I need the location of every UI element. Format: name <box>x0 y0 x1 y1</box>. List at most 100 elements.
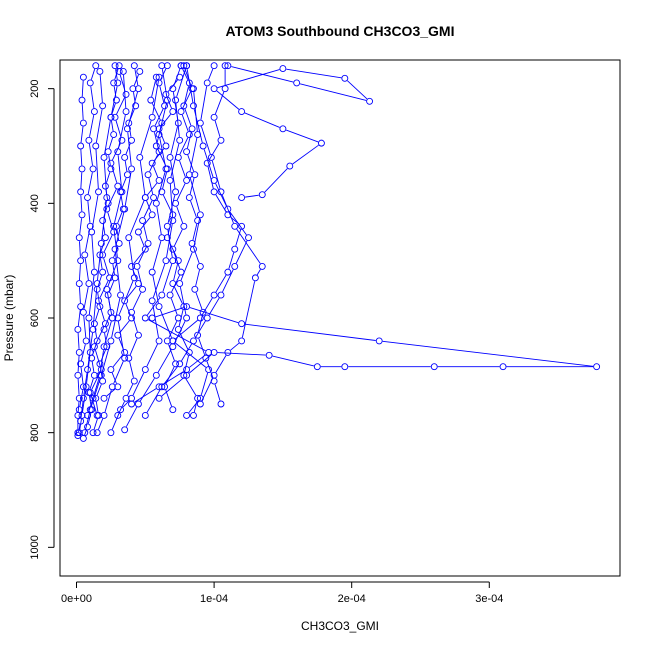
data-point <box>97 240 105 247</box>
profile-segment <box>133 92 136 103</box>
profile-segment <box>91 195 99 229</box>
data-point <box>75 394 83 402</box>
profile-segment <box>203 149 214 178</box>
data-point <box>155 337 163 345</box>
profile-segment <box>99 304 105 321</box>
data-point <box>107 113 115 121</box>
profile-segment <box>180 252 193 281</box>
data-point <box>183 148 191 156</box>
data-point <box>224 62 232 70</box>
profile-segment <box>80 367 84 384</box>
profile-segment <box>134 388 157 403</box>
profile-segment <box>104 120 111 155</box>
profile-segment <box>184 109 192 126</box>
profile-segment <box>111 166 118 183</box>
profile-segment <box>79 390 84 407</box>
data-point <box>107 159 115 167</box>
profile-segment <box>100 240 105 252</box>
data-point <box>107 308 115 316</box>
data-point <box>115 240 123 247</box>
profile-segment <box>80 126 84 143</box>
data-point <box>375 337 383 345</box>
data-point <box>152 142 160 150</box>
profile-segment <box>156 126 162 143</box>
profile-segment <box>148 177 154 195</box>
profile-segment <box>90 395 97 413</box>
data-point <box>86 79 94 87</box>
data-point <box>317 139 325 147</box>
data-point <box>125 119 133 127</box>
profile-segment <box>208 297 220 316</box>
data-point <box>177 108 185 116</box>
profile-segment <box>146 389 161 413</box>
profile-segment <box>87 413 92 424</box>
profile-segment <box>95 309 100 321</box>
profile-segment <box>121 177 127 189</box>
data-point <box>176 73 184 81</box>
data-point <box>134 85 142 93</box>
profile-segment <box>93 418 98 430</box>
data-point <box>78 165 86 173</box>
data-point <box>188 85 196 93</box>
profile-segment <box>90 68 96 80</box>
profile-segment <box>168 320 178 338</box>
profile-segment <box>85 413 90 430</box>
profile-segment <box>200 126 211 155</box>
data-point <box>74 412 82 419</box>
data-point <box>203 159 211 167</box>
profile-segment <box>95 401 99 413</box>
data-point <box>152 371 160 379</box>
data-point <box>77 360 85 368</box>
profile-series <box>141 62 252 419</box>
data-point <box>172 188 180 196</box>
profile-segment <box>195 292 203 310</box>
profile-segment <box>125 406 138 427</box>
profile-series <box>114 62 171 419</box>
data-point <box>114 412 122 419</box>
profile-segment <box>132 292 142 310</box>
data-point <box>148 268 156 276</box>
profile-segment <box>80 149 83 166</box>
data-point <box>128 165 135 173</box>
data-point <box>97 366 105 374</box>
profile-series <box>74 73 87 437</box>
profile-segment <box>100 349 106 361</box>
data-point <box>104 148 112 156</box>
data-point <box>89 429 97 437</box>
data-point <box>122 394 130 402</box>
data-point <box>128 400 135 408</box>
data-point <box>103 205 111 213</box>
data-point <box>190 102 197 110</box>
profile-segment <box>161 69 168 97</box>
data-point <box>141 366 149 374</box>
data-point <box>107 337 115 345</box>
chart-title: ATOM3 Southbound CH3CO3_GMI <box>226 23 455 39</box>
plot-frame <box>59 59 621 577</box>
data-point <box>166 291 174 299</box>
profile-segment <box>161 377 185 397</box>
data-point <box>114 79 122 87</box>
data-point <box>258 262 266 270</box>
data-point <box>238 194 246 202</box>
data-point <box>128 262 135 270</box>
data-point <box>341 74 349 82</box>
data-point <box>158 234 166 242</box>
profile-segment <box>231 66 294 83</box>
data-point <box>79 383 87 391</box>
data-point <box>111 274 119 282</box>
data-point <box>107 429 115 437</box>
data-point <box>96 68 104 75</box>
data-point <box>99 251 107 259</box>
profile-segment <box>165 366 175 384</box>
profile-segment <box>83 286 89 309</box>
profile-segment <box>245 194 259 198</box>
profile-segment <box>79 287 81 304</box>
profile-segment <box>163 366 178 385</box>
profile-segment <box>88 275 95 315</box>
profile-segment <box>108 298 111 309</box>
profile-segment <box>94 327 98 338</box>
profile-segment <box>184 355 189 373</box>
data-point <box>93 412 101 419</box>
data-point <box>121 426 129 434</box>
profile-segment <box>89 378 94 390</box>
